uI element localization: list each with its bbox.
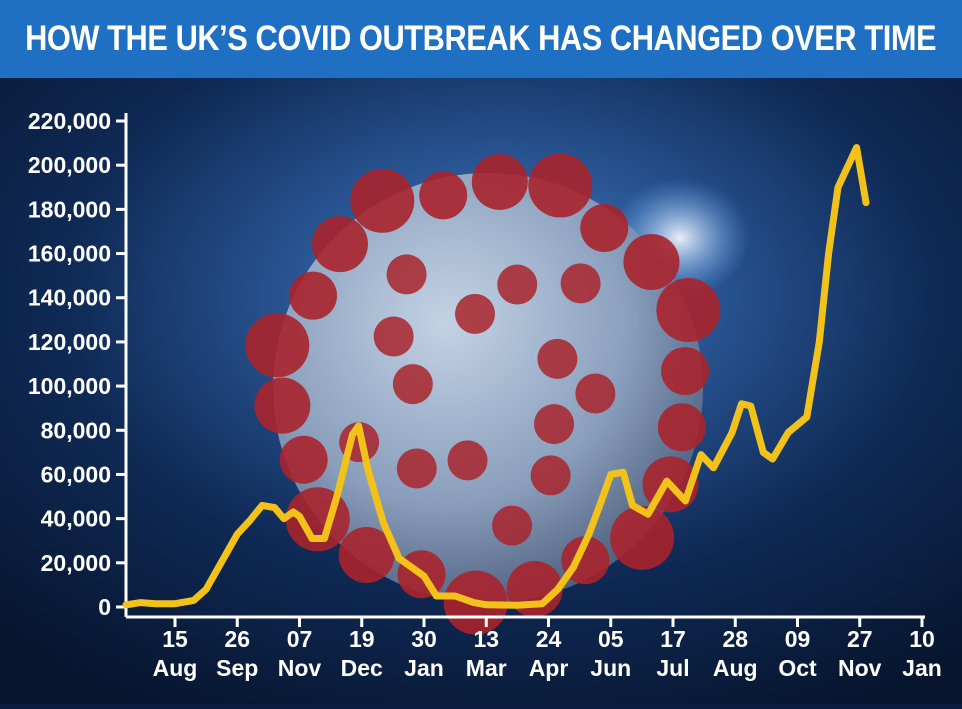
- x-tick-day-label: 26: [224, 626, 250, 652]
- y-tick-label: 40,000: [41, 506, 111, 532]
- x-tick-month-label: Sep: [216, 655, 258, 681]
- virus-spike: [492, 505, 533, 546]
- background-illustration: [0, 78, 962, 704]
- virus-spike: [497, 264, 538, 305]
- virus-spike: [279, 435, 328, 484]
- x-tick-month-label: Nov: [278, 655, 322, 681]
- series-layer: [122, 144, 870, 609]
- x-tick-month-label: Aug: [153, 655, 198, 681]
- x-tick-month-label: Mar: [466, 655, 507, 681]
- virus-spike: [580, 203, 629, 252]
- virus-spike: [471, 153, 528, 210]
- y-tick-label: 220,000: [28, 108, 111, 134]
- virus-spike: [537, 338, 578, 379]
- x-tick-month-label: Aug: [713, 655, 758, 681]
- virus-spike: [623, 233, 680, 290]
- x-tick-month-label: Dec: [341, 655, 383, 681]
- x-tick-month-label: Jul: [656, 655, 689, 681]
- y-tick-label: 200,000: [28, 152, 111, 178]
- chart-title: HOW THE UK’S COVID OUTBREAK HAS CHANGED …: [25, 19, 937, 58]
- x-tick-day-label: 13: [473, 626, 499, 652]
- y-tick-label: 160,000: [28, 241, 111, 267]
- cases-line: [122, 144, 870, 609]
- virus-spike: [338, 526, 395, 583]
- virus-spike: [528, 153, 593, 218]
- x-tick-month-label: Jan: [902, 655, 942, 681]
- virus-spike: [560, 263, 601, 304]
- x-tick-day-label: 10: [909, 626, 935, 652]
- chart-area: 220,000 200,000 180,000 160,000 140,000 120,0…: [0, 78, 962, 704]
- y-axis-ticks: 220,000 200,000 180,000 160,000 140,000 120,0…: [28, 108, 126, 620]
- virus-spike: [245, 313, 310, 378]
- x-tick-month-label: Nov: [838, 655, 882, 681]
- y-tick-label: 140,000: [28, 285, 111, 311]
- y-tick-label: 100,000: [28, 373, 111, 399]
- virus-spike: [311, 216, 368, 273]
- x-tick-day-label: 19: [349, 626, 375, 652]
- virus-spike: [575, 373, 616, 414]
- virus-spike: [392, 364, 433, 405]
- x-tick-day-label: 07: [287, 626, 313, 652]
- x-tick-day-label: 17: [660, 626, 686, 652]
- virus-spike: [661, 347, 710, 396]
- y-tick-label: 120,000: [28, 329, 111, 355]
- x-tick-month-label: Jan: [404, 655, 444, 681]
- virus-spike: [254, 377, 311, 434]
- virus-spike: [419, 171, 468, 220]
- x-tick-day-label: 24: [536, 626, 562, 652]
- virus-spike: [289, 271, 338, 320]
- chart-axes: [124, 113, 925, 619]
- virus-spike: [530, 455, 571, 496]
- virus-spike: [610, 505, 675, 570]
- y-tick-label: 80,000: [41, 417, 111, 443]
- virus-spike: [656, 278, 721, 343]
- virus-spike: [396, 448, 437, 489]
- y-tick-label: 60,000: [41, 461, 111, 487]
- virus-spike: [386, 254, 427, 295]
- virus-spike: [350, 168, 415, 233]
- x-tick-month-label: Apr: [529, 655, 569, 681]
- line-chart: 220,000 200,000 180,000 160,000 140,000 120,0…: [0, 78, 962, 704]
- title-banner: HOW THE UK’S COVID OUTBREAK HAS CHANGED …: [0, 0, 962, 78]
- x-tick-day-label: 09: [785, 626, 811, 652]
- y-tick-label: 20,000: [41, 550, 111, 576]
- virus-spike: [534, 404, 575, 445]
- x-axis-ticks: 15 Aug 26 Sep 07 Nov 19 Dec 30 Jan 13 Mar 24 Apr 05 Jun…: [153, 617, 942, 681]
- x-tick-month-label: Jun: [590, 655, 631, 681]
- virus-spike: [447, 440, 488, 481]
- x-tick-day-label: 30: [411, 626, 437, 652]
- x-tick-day-label: 28: [722, 626, 748, 652]
- x-tick-day-label: 05: [598, 626, 624, 652]
- x-tick-day-label: 15: [162, 626, 188, 652]
- virus-spike: [657, 403, 706, 452]
- virus-spike: [373, 316, 414, 357]
- y-tick-label: 0: [98, 594, 111, 620]
- y-tick-label: 180,000: [28, 196, 111, 222]
- virus-spike: [455, 293, 496, 334]
- x-tick-day-label: 27: [847, 626, 873, 652]
- x-tick-month-label: Oct: [778, 655, 817, 681]
